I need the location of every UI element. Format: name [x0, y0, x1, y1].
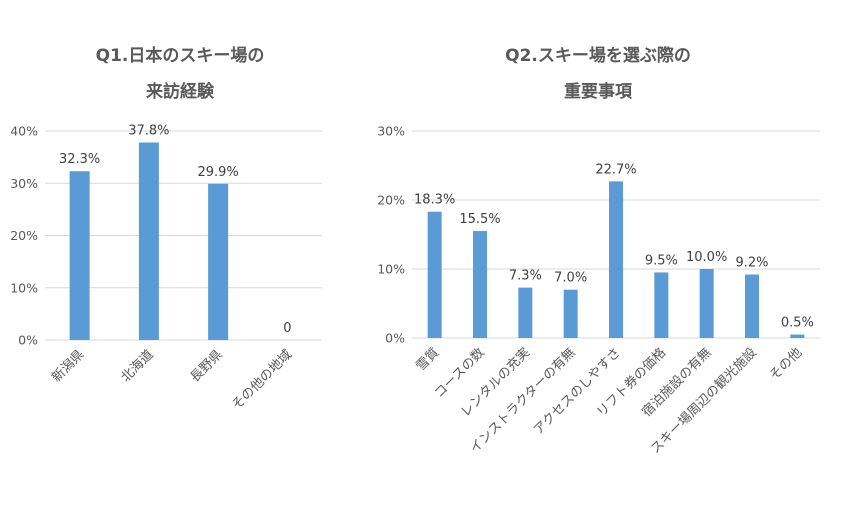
q1-data-label: 37.8% [128, 123, 169, 138]
q2-bar [745, 274, 759, 338]
q2-data-label: 7.0% [554, 271, 587, 286]
q2-bar [473, 231, 487, 338]
q2-bar [790, 334, 805, 338]
q1-category-label: 北海道 [119, 347, 157, 385]
q1-data-label: 29.9% [197, 165, 238, 180]
q1-y-tick-label: 0% [18, 333, 38, 348]
q2-y-tick-label: 30% [377, 124, 405, 139]
q1-category-label: 長野県 [188, 347, 226, 385]
q1-y-tick-label: 30% [10, 176, 38, 191]
q1-y-tick-label: 40% [10, 124, 38, 139]
q2-data-label: 18.3% [414, 193, 455, 208]
q2-category-label: その他 [767, 345, 805, 383]
q2-data-label: 22.7% [595, 162, 636, 177]
q1-bar [69, 171, 90, 340]
q2-category-label: 雪質 [413, 345, 442, 374]
q1-data-label: 0 [283, 321, 291, 336]
q2-title-line-1: Q2.スキー場を選ぶ際の [505, 45, 691, 66]
q2-data-label: 0.5% [781, 316, 814, 331]
q2-data-label: 7.3% [509, 269, 542, 284]
q2-bar [699, 269, 714, 338]
q2-y-tick-label: 0% [385, 331, 405, 346]
q1-category-label: その他の地域 [229, 347, 295, 413]
q2-y-tick-label: 20% [377, 193, 405, 208]
q2-category-label: アクセスのしやすさ [531, 345, 624, 438]
q1-title-line-1: Q1.日本のスキー場の [96, 45, 265, 66]
q2-bar [427, 211, 442, 338]
chart-q2-important-factors: Q2.スキー場を選ぶ際の重要事項0%10%20%30%18.3%雪質15.5%コ… [377, 45, 820, 457]
q1-bar [208, 183, 229, 340]
q1-category-label: 新潟県 [49, 347, 88, 386]
q2-bar [518, 287, 533, 338]
q1-title-line-2: 来訪経験 [145, 81, 215, 102]
q1-data-label: 32.3% [59, 152, 100, 167]
q2-data-label: 15.5% [459, 212, 500, 227]
q1-y-tick-label: 20% [10, 228, 38, 243]
q2-bar [609, 181, 623, 338]
q1-y-tick-label: 10% [10, 280, 38, 295]
q2-bar [563, 289, 578, 338]
q2-data-label: 9.2% [735, 256, 768, 271]
q2-data-label: 10.0% [686, 250, 727, 265]
q1-bar [138, 142, 159, 340]
q2-y-tick-label: 10% [377, 262, 405, 277]
q2-data-label: 9.5% [645, 253, 678, 268]
q2-title-line-2: 重要事項 [564, 81, 633, 102]
q2-bar [654, 272, 669, 338]
